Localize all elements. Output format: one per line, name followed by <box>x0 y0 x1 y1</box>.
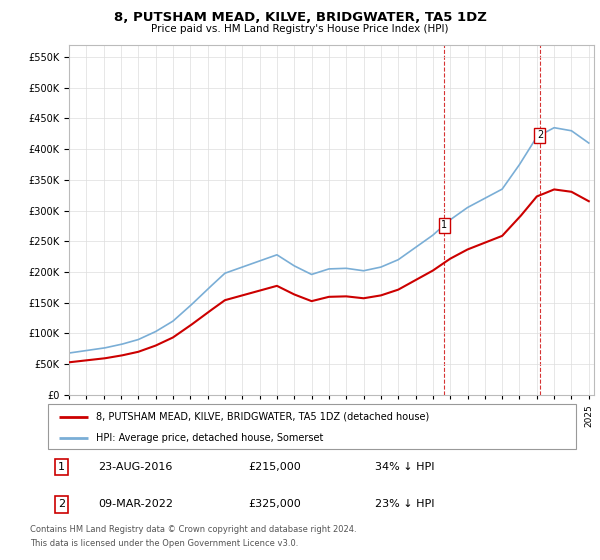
Text: 34% ↓ HPI: 34% ↓ HPI <box>376 463 435 472</box>
Text: Contains HM Land Registry data © Crown copyright and database right 2024.: Contains HM Land Registry data © Crown c… <box>30 525 356 534</box>
Text: 2: 2 <box>537 130 543 140</box>
Text: 8, PUTSHAM MEAD, KILVE, BRIDGWATER, TA5 1DZ (detached house): 8, PUTSHAM MEAD, KILVE, BRIDGWATER, TA5 … <box>95 412 429 422</box>
Text: £325,000: £325,000 <box>248 500 301 510</box>
Text: 23% ↓ HPI: 23% ↓ HPI <box>376 500 435 510</box>
Text: 2: 2 <box>58 500 65 510</box>
Text: 23-AUG-2016: 23-AUG-2016 <box>98 463 173 472</box>
Text: HPI: Average price, detached house, Somerset: HPI: Average price, detached house, Some… <box>95 433 323 443</box>
Text: £215,000: £215,000 <box>248 463 301 472</box>
Text: 09-MAR-2022: 09-MAR-2022 <box>98 500 173 510</box>
Text: 8, PUTSHAM MEAD, KILVE, BRIDGWATER, TA5 1DZ: 8, PUTSHAM MEAD, KILVE, BRIDGWATER, TA5 … <box>113 11 487 24</box>
Text: Price paid vs. HM Land Registry's House Price Index (HPI): Price paid vs. HM Land Registry's House … <box>151 24 449 34</box>
FancyBboxPatch shape <box>48 404 576 449</box>
Text: This data is licensed under the Open Government Licence v3.0.: This data is licensed under the Open Gov… <box>30 539 298 548</box>
Text: 1: 1 <box>441 220 447 230</box>
Text: 1: 1 <box>58 463 65 472</box>
